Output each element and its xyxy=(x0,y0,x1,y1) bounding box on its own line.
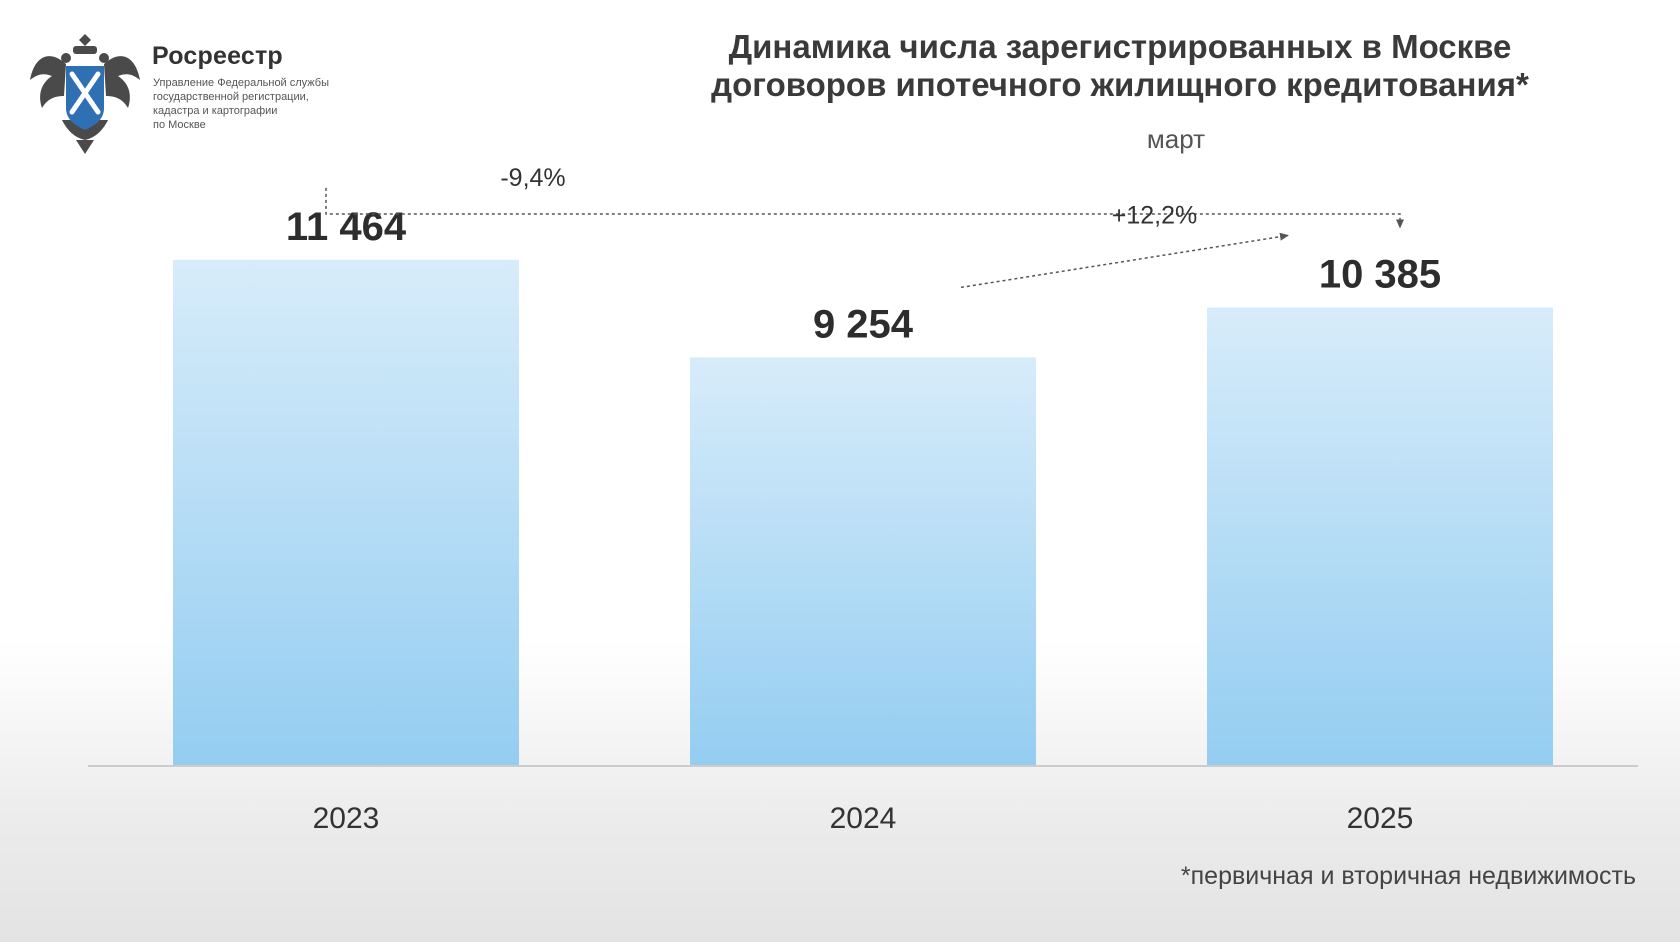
logo-subtitle-line: кадастра и картографии xyxy=(153,105,278,117)
bar-2024 xyxy=(690,357,1036,766)
footnote: *первичная и вторичная недвижимость xyxy=(1180,862,1636,890)
data-label-2025: 10 385 xyxy=(1319,252,1441,296)
x-tick-label-2025: 2025 xyxy=(1347,802,1414,835)
chart-title: Динамика числа зарегистрированных в Моск… xyxy=(620,28,1620,104)
logo-subtitle-line: Управление Федеральной службы xyxy=(153,77,329,89)
logo-subtitle-line: по Москве xyxy=(153,119,206,131)
bar-2025 xyxy=(1207,307,1553,766)
change-bracket-2023-2025 xyxy=(325,187,1404,229)
bar-2023 xyxy=(173,259,519,766)
rosreestr-logo: Росреестр Управление Федеральной службы … xyxy=(26,28,426,158)
change-label-2023-2025: -9,4% xyxy=(500,164,565,192)
x-tick-label-2023: 2023 xyxy=(313,802,380,835)
chart-subtitle: март xyxy=(1146,124,1206,154)
double-eagle-emblem-icon xyxy=(30,34,140,154)
x-tick-label-2024: 2024 xyxy=(830,802,897,835)
logo-name: Росреестр xyxy=(152,42,283,70)
change-arrow-2024-2025 xyxy=(960,232,1289,289)
logo-subtitle-line: государственной регистрации, xyxy=(153,91,309,103)
change-label-2024-2025: +12,2% xyxy=(1112,201,1198,229)
chart-title-line: Динамика числа зарегистрированных в Моск… xyxy=(728,28,1512,65)
data-label-2023: 11 464 xyxy=(286,205,407,249)
chart-title-line: договоров ипотечного жилищного кредитова… xyxy=(711,66,1529,103)
data-label-2024: 9 254 xyxy=(813,302,914,346)
logo-subtitle: Управление Федеральной службы государств… xyxy=(153,76,413,132)
